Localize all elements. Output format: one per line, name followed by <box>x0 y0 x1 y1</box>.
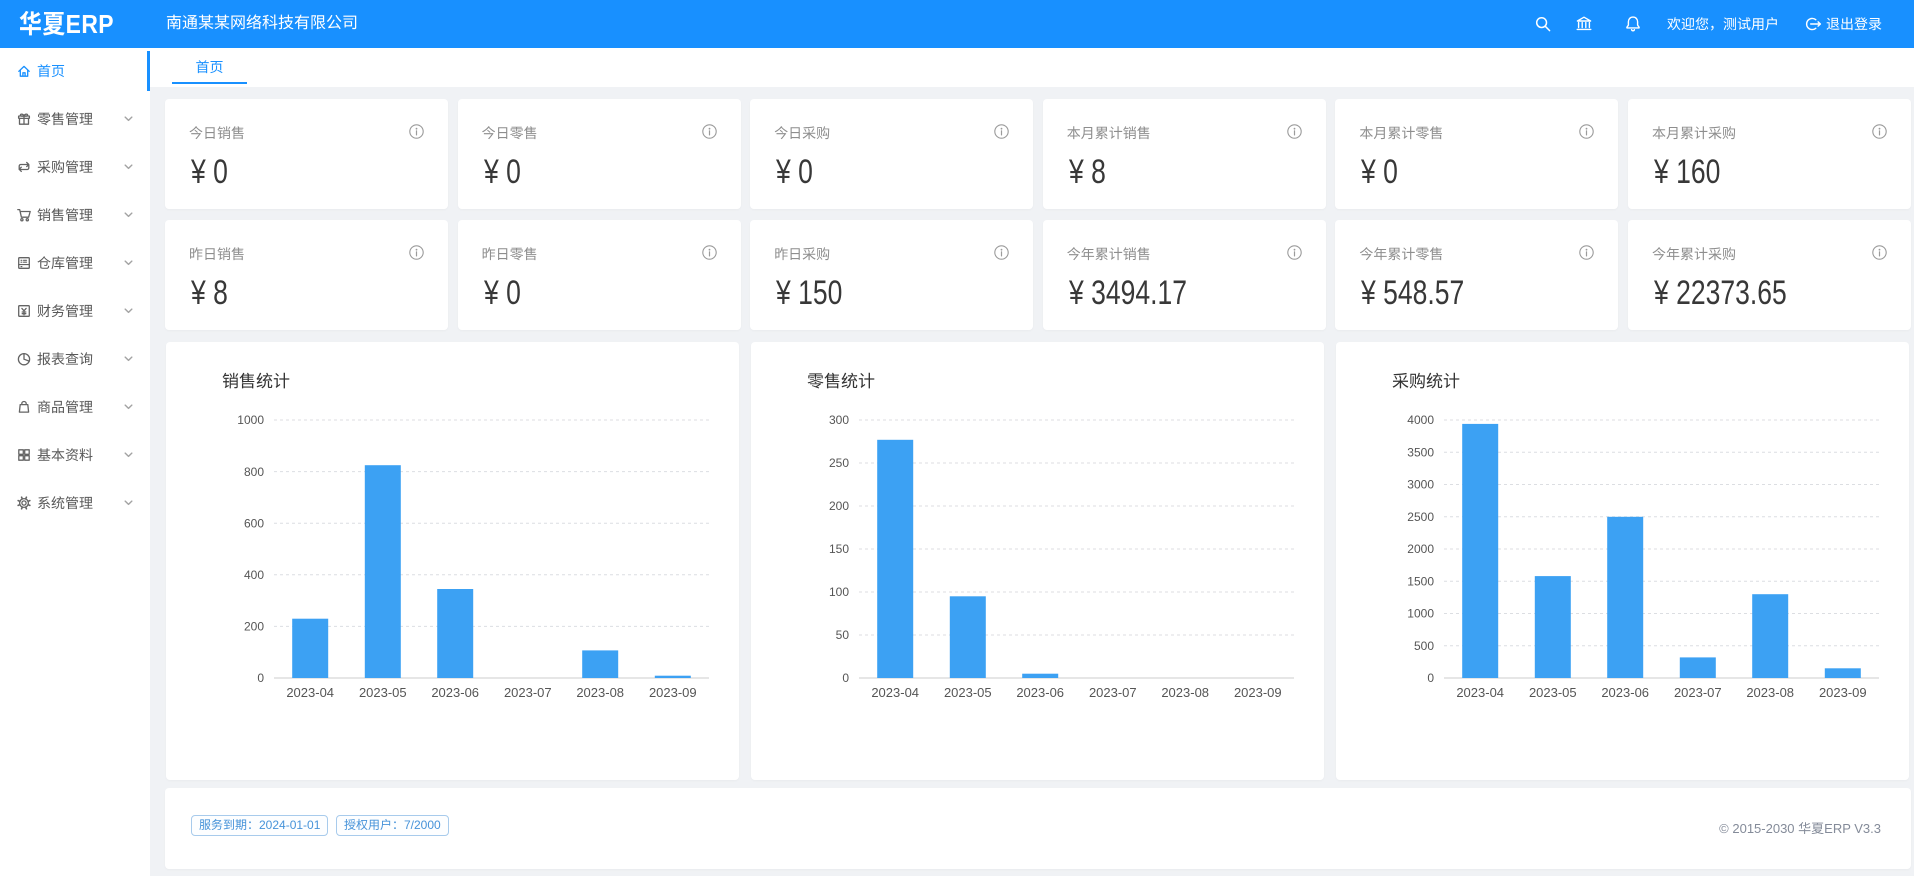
svg-text:200: 200 <box>829 499 849 513</box>
svg-text:0: 0 <box>1427 671 1434 685</box>
svg-text:2023-08: 2023-08 <box>576 685 624 700</box>
svg-text:50: 50 <box>836 628 850 642</box>
svg-text:2023-06: 2023-06 <box>1601 685 1649 700</box>
svg-text:2023-06: 2023-06 <box>1016 685 1064 700</box>
svg-text:4000: 4000 <box>1407 413 1434 427</box>
svg-text:2023-04: 2023-04 <box>286 685 334 700</box>
svg-text:2023-07: 2023-07 <box>1089 685 1137 700</box>
svg-text:2023-05: 2023-05 <box>944 685 992 700</box>
svg-text:2023-09: 2023-09 <box>649 685 697 700</box>
svg-text:250: 250 <box>829 456 849 470</box>
svg-text:0: 0 <box>842 671 849 685</box>
svg-text:2000: 2000 <box>1407 542 1434 556</box>
svg-text:2023-09: 2023-09 <box>1234 685 1282 700</box>
svg-text:3000: 3000 <box>1407 478 1434 492</box>
svg-text:800: 800 <box>244 465 264 479</box>
svg-text:2023-07: 2023-07 <box>1674 685 1722 700</box>
svg-text:1500: 1500 <box>1407 574 1434 588</box>
svg-text:2023-04: 2023-04 <box>871 685 919 700</box>
svg-text:2023-04: 2023-04 <box>1456 685 1504 700</box>
svg-text:2023-07: 2023-07 <box>504 685 552 700</box>
svg-text:500: 500 <box>1414 639 1434 653</box>
svg-text:100: 100 <box>829 585 849 599</box>
svg-text:2023-08: 2023-08 <box>1746 685 1794 700</box>
svg-text:200: 200 <box>244 620 264 634</box>
svg-text:2023-05: 2023-05 <box>1529 685 1577 700</box>
svg-text:300: 300 <box>829 413 849 427</box>
svg-text:2500: 2500 <box>1407 510 1434 524</box>
svg-text:3500: 3500 <box>1407 446 1434 460</box>
svg-text:1000: 1000 <box>237 413 264 427</box>
svg-text:600: 600 <box>244 516 264 530</box>
svg-text:1000: 1000 <box>1407 607 1434 621</box>
svg-text:2023-06: 2023-06 <box>431 685 479 700</box>
svg-text:2023-08: 2023-08 <box>1161 685 1209 700</box>
svg-text:2023-05: 2023-05 <box>359 685 407 700</box>
svg-text:0: 0 <box>257 671 264 685</box>
svg-text:2023-09: 2023-09 <box>1819 685 1867 700</box>
svg-text:150: 150 <box>829 542 849 556</box>
svg-text:400: 400 <box>244 568 264 582</box>
